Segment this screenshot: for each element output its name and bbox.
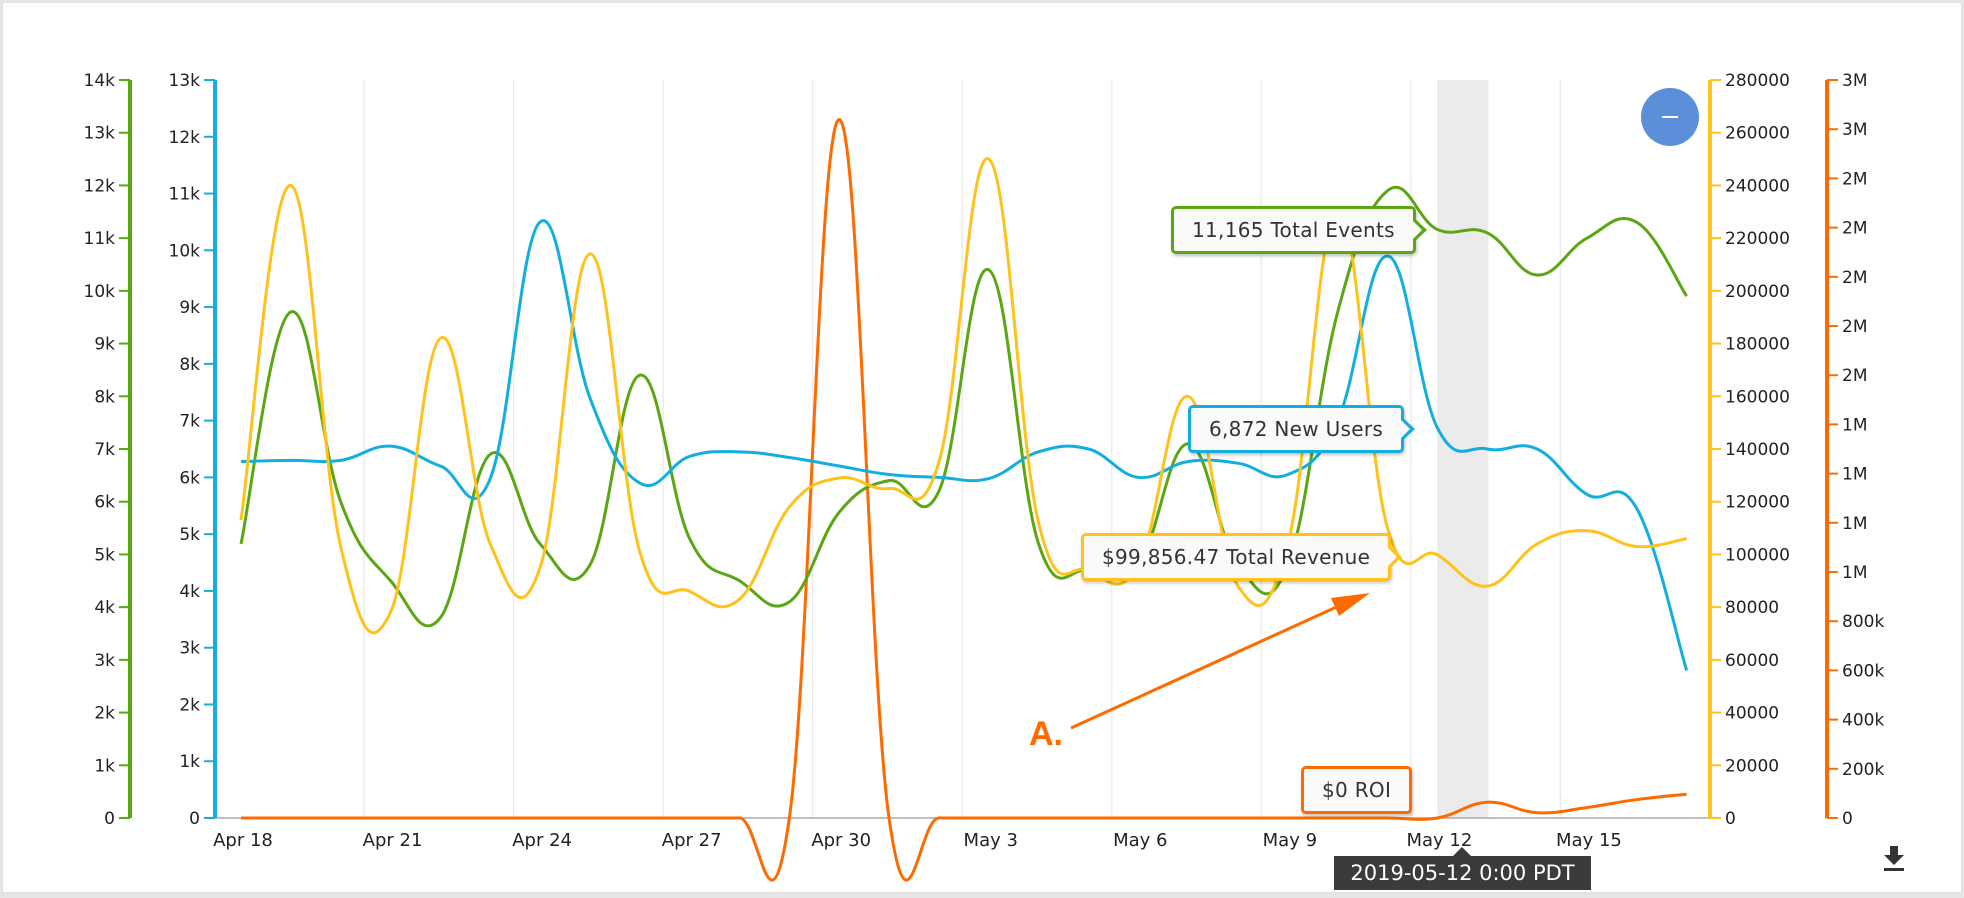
y-tick-label: 5k (94, 545, 115, 565)
y-tick-label: 260000 (1725, 124, 1790, 144)
minus-icon (1662, 116, 1678, 118)
y-tick-label: 2M (1842, 366, 1867, 386)
x-tick-label: May 3 (964, 830, 1018, 851)
tooltip-date-text: 2019-05-12 0:00 PDT (1350, 861, 1574, 885)
y-tick-label: 11k (169, 185, 201, 205)
y-tick-label: 1M (1842, 465, 1867, 485)
y-tick-label: 10k (169, 241, 201, 261)
y-tick-label: 1k (179, 752, 200, 772)
y-tick-label: 13k (169, 71, 201, 91)
y-axis-left-inner: 0 1k 2k 3k 4k 5k 6k 7k 8k 9k 10k 11k 12k 13k (169, 71, 215, 829)
y-tick-label: 0 (1725, 809, 1736, 829)
y-tick-label: 2M (1842, 268, 1867, 288)
y-tick-label: 600k (1842, 661, 1884, 681)
annotation-arrow-head (1331, 593, 1370, 616)
y-axes: 0 1k 2k 3k 4k 5k 6k 7k 8k 9k 10k 11k 12k 13k 14k 0 1k 2k 3… (84, 71, 1885, 829)
y-tick-label: 12k (169, 128, 201, 148)
y-tick-label: 3M (1842, 120, 1867, 140)
tooltip-date: 2019-05-12 0:00 PDT (1334, 856, 1590, 890)
y-tick-label: 13k (84, 124, 116, 144)
y-tick-label: 40000 (1725, 704, 1779, 724)
y-tick-label: 1M (1842, 514, 1867, 534)
y-tick-label: 8k (179, 355, 200, 375)
y-tick-label: 5k (179, 525, 200, 545)
y-tick-label: 2M (1842, 169, 1867, 189)
y-tick-label: 60000 (1725, 651, 1779, 671)
tooltip-callout-total-events: 11,165 Total Events (1171, 206, 1416, 254)
callout-text: $99,856.47 Total Revenue (1102, 545, 1370, 569)
tooltip-callout-total-revenue: $99,856.47 Total Revenue (1081, 533, 1391, 581)
x-tick-label: Apr 27 (662, 830, 722, 851)
y-tick-label: 14k (84, 71, 116, 91)
y-tick-label: 800k (1842, 612, 1884, 632)
x-tick-label: May 15 (1556, 830, 1622, 851)
y-tick-label: 2M (1842, 317, 1867, 337)
y-tick-label: 80000 (1725, 598, 1779, 618)
x-tick-label: Apr 24 (512, 830, 572, 851)
x-tick-label: May 9 (1263, 830, 1317, 851)
y-tick-label: 3k (94, 651, 115, 671)
y-tick-label: 2k (179, 695, 200, 715)
y-tick-label: 180000 (1725, 335, 1790, 355)
y-tick-label: 3M (1842, 71, 1867, 91)
y-tick-label: 3k (179, 639, 200, 659)
y-tick-label: 200000 (1725, 282, 1790, 302)
tooltip-callout-roi: $0 ROI (1301, 766, 1412, 814)
y-tick-label: 160000 (1725, 387, 1790, 407)
y-axis-right-inner: 0 20000 40000 60000 80000 100000 120000 140000 1… (1710, 71, 1790, 829)
tooltip-callout-new-users: 6,872 New Users (1188, 405, 1404, 453)
y-tick-label: 7k (179, 412, 200, 432)
y-tick-label: 120000 (1725, 493, 1790, 513)
y-tick-label: 10k (84, 282, 116, 302)
y-tick-label: 9k (94, 335, 115, 355)
x-tick-label: May 6 (1113, 830, 1167, 851)
annotation-label: A. (1029, 715, 1063, 754)
callout-text: 6,872 New Users (1209, 417, 1383, 441)
zoom-out-button[interactable] (1641, 88, 1699, 146)
y-tick-label: 6k (179, 468, 200, 488)
x-axis-labels: Apr 18 Apr 21 Apr 24 Apr 27 Apr 30 May 3 May 6… (213, 830, 1622, 851)
y-tick-label: 240000 (1725, 176, 1790, 196)
y-tick-label: 0 (1842, 809, 1853, 829)
y-axis-right-outer: 0 200k 400k 600k 800k 1M 1M 1M 1M 2M 2M 2M 2M 2M 3M 3M (1827, 71, 1884, 829)
y-tick-label: 4k (94, 598, 115, 618)
y-tick-label: 280000 (1725, 71, 1790, 91)
x-tick-label: Apr 21 (363, 830, 423, 851)
y-tick-label: 8k (94, 387, 115, 407)
y-tick-label: 0 (189, 809, 200, 829)
download-icon (1883, 846, 1905, 872)
y-tick-label: 200k (1842, 760, 1884, 780)
y-tick-label: 1k (94, 756, 115, 776)
y-tick-label: 220000 (1725, 229, 1790, 249)
y-tick-label: 100000 (1725, 545, 1790, 565)
y-tick-label: 1M (1842, 415, 1867, 435)
y-tick-label: 0 (104, 809, 115, 829)
y-tick-label: 400k (1842, 711, 1884, 731)
download-button[interactable] (1883, 846, 1905, 872)
y-tick-label: 140000 (1725, 440, 1790, 460)
y-tick-label: 2M (1842, 219, 1867, 239)
x-tick-label: Apr 30 (811, 830, 871, 851)
callout-text: 11,165 Total Events (1192, 218, 1395, 242)
y-tick-label: 12k (84, 176, 116, 196)
y-tick-label: 2k (94, 704, 115, 724)
y-tick-label: 1M (1842, 563, 1867, 583)
y-tick-label: 11k (84, 229, 116, 249)
y-tick-label: 20000 (1725, 756, 1779, 776)
x-tick-label: Apr 18 (213, 830, 273, 851)
y-axis-left-outer: 0 1k 2k 3k 4k 5k 6k 7k 8k 9k 10k 11k 12k 13k 14k (84, 71, 130, 829)
y-tick-label: 4k (179, 582, 200, 602)
callout-text: $0 ROI (1322, 778, 1391, 802)
y-tick-label: 9k (179, 298, 200, 318)
y-tick-label: 7k (94, 440, 115, 460)
y-tick-label: 6k (94, 493, 115, 513)
annotation-arrow (1071, 593, 1370, 728)
